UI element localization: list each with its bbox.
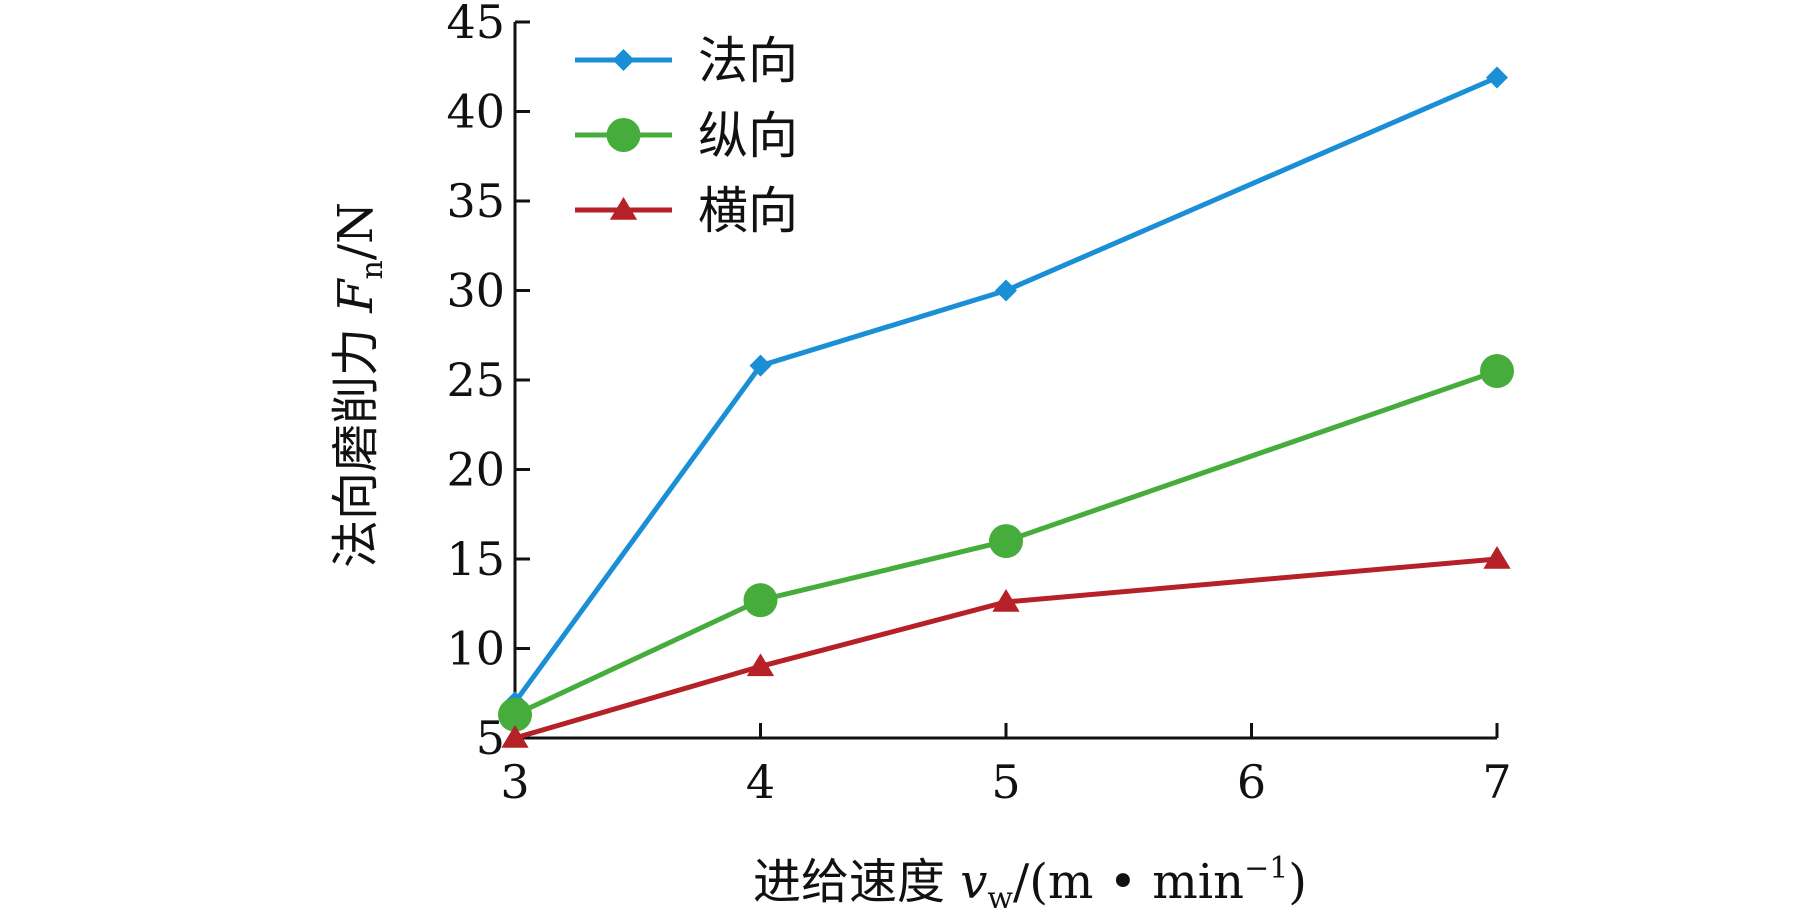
series-3 xyxy=(501,546,1511,748)
x-tick-label: 3 xyxy=(500,755,529,809)
y-axis-title-var: F xyxy=(328,278,384,314)
data-point-diamond xyxy=(749,354,772,377)
data-point-circle xyxy=(498,697,532,732)
y-axis-title-sub: n xyxy=(355,260,390,279)
series-line xyxy=(514,556,1498,741)
x-tick-label: 4 xyxy=(746,755,775,809)
y-tick-label: 45 xyxy=(446,0,505,49)
data-point-diamond xyxy=(612,49,635,71)
series-line xyxy=(513,368,1498,717)
y-axis-title: 法向磨削力 Fn/N xyxy=(328,202,390,568)
y-axis-title-prefix: 法向磨削力 xyxy=(328,313,384,568)
x-axis-title-sub: w xyxy=(987,881,1013,910)
y-tick-label: 10 xyxy=(446,622,505,676)
series-1 xyxy=(504,66,1508,714)
x-tick-label: 6 xyxy=(1237,755,1266,809)
y-tick-label: 35 xyxy=(446,174,505,228)
data-point-circle xyxy=(743,583,778,618)
data-point-triangle xyxy=(609,197,638,220)
x-tick-label: 7 xyxy=(1482,755,1511,809)
series-line xyxy=(512,75,1498,704)
y-axis-title-unit: /N xyxy=(328,202,384,260)
x-axis-title: 进给速度 vw/(m • min−1) xyxy=(753,851,1307,910)
data-point-diamond xyxy=(1486,66,1508,89)
data-point-circle xyxy=(606,118,641,152)
data-point-triangle xyxy=(501,725,529,748)
y-tick-label: 40 xyxy=(446,85,505,139)
y-tick-label: 15 xyxy=(446,532,505,586)
series-lines xyxy=(498,66,1514,748)
data-point-triangle xyxy=(746,653,775,677)
legend-item-1: 法向 xyxy=(575,32,798,90)
data-point-triangle xyxy=(1483,546,1511,569)
data-point-circle xyxy=(1480,354,1514,389)
x-axis-title-var: v xyxy=(960,854,987,910)
series-2 xyxy=(498,354,1514,732)
x-tick-label: 5 xyxy=(991,755,1020,809)
data-point-circle xyxy=(989,524,1023,559)
legend-label: 横向 xyxy=(698,182,798,240)
legend-label: 法向 xyxy=(698,32,798,90)
x-axis-title-unit-close: ) xyxy=(1288,854,1307,910)
y-tick-label: 30 xyxy=(446,264,505,318)
legend-label: 纵向 xyxy=(698,107,798,165)
data-point-triangle xyxy=(992,588,1020,612)
legend-item-2: 纵向 xyxy=(575,107,798,165)
y-tick-label: 20 xyxy=(446,443,505,497)
x-axis-title-unit-open: /(m • min xyxy=(1013,854,1244,910)
y-tick-label: 25 xyxy=(446,353,505,407)
legend-item-3: 横向 xyxy=(575,182,798,240)
x-axis-title-prefix: 进给速度 xyxy=(753,854,960,910)
data-point-diamond xyxy=(995,279,1017,302)
x-axis-title-sup: −1 xyxy=(1244,851,1288,886)
